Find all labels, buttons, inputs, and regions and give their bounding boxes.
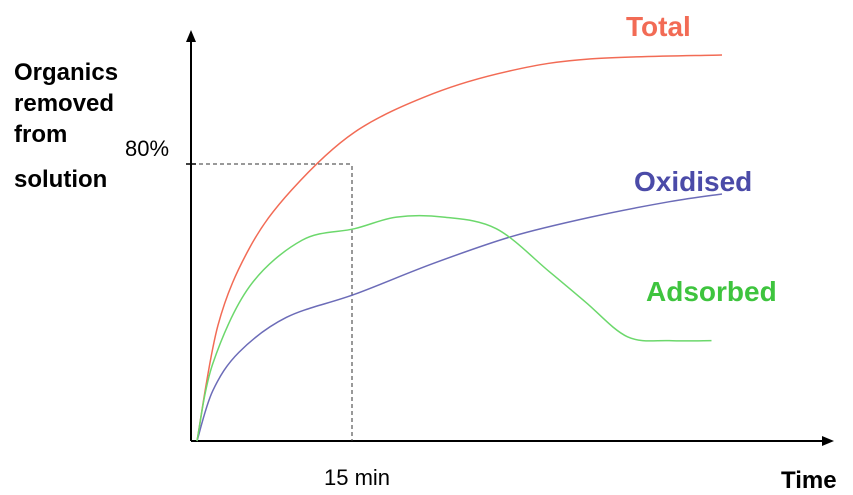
x-annotation-15min: 15 min [324,465,390,490]
y-axis-label-line-3: from [14,121,67,148]
x-axis-arrow-icon [822,436,834,446]
y-axis-label-line-2: removed [14,90,114,117]
y-axis-arrow-icon [186,30,196,42]
series-line-oxidised [196,193,723,442]
y-axis-label-line-4: solution [14,166,107,193]
series-label-oxidised: Oxidised [634,166,752,197]
y-axis-label-line-1: Organics [14,59,118,86]
series-line-total [196,54,723,442]
series-line-adsorbed [196,214,712,442]
x-axis-label: Time [781,467,837,494]
series-label-total: Total [626,11,691,42]
series-label-adsorbed: Adsorbed [646,276,777,307]
y-annotation-80: 80% [125,136,169,161]
